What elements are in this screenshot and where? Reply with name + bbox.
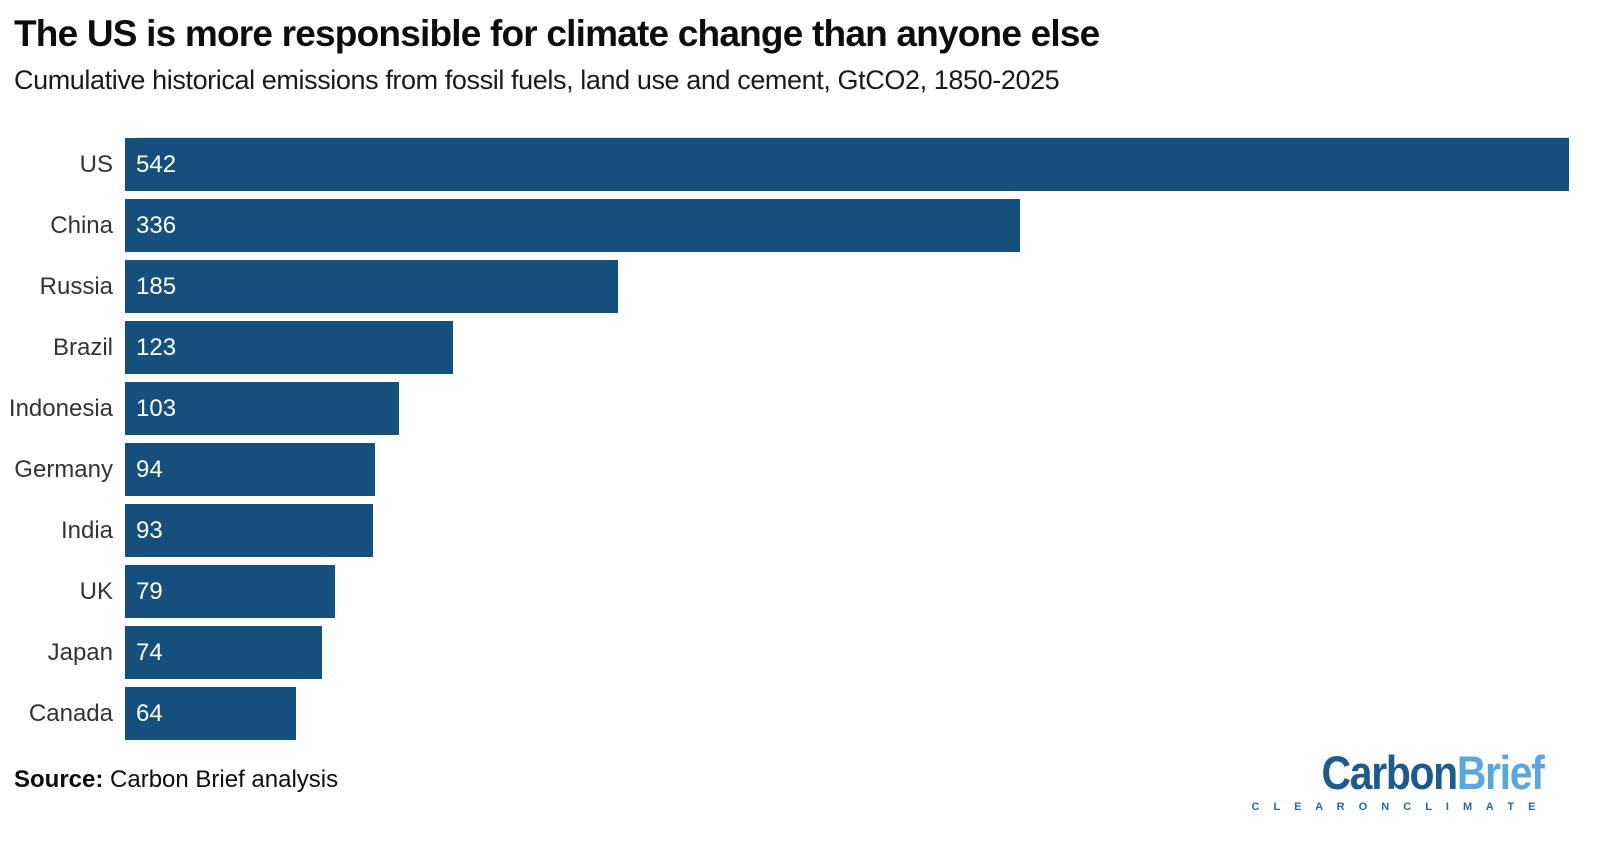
bar-row: Japan 74	[0, 626, 1569, 679]
logo-carbon-text: Carbon	[1321, 746, 1458, 799]
category-label: US	[79, 150, 113, 178]
bar-track: 74	[125, 626, 1569, 679]
bar: 64	[125, 687, 296, 740]
source-line: Source: Carbon Brief analysis	[14, 766, 338, 794]
chart-header: The US is more responsible for climate c…	[0, 0, 1600, 96]
bar-row: India 93	[0, 504, 1569, 557]
value-label: 74	[136, 638, 163, 666]
chart-title: The US is more responsible for climate c…	[14, 13, 1100, 54]
value-label: 123	[136, 333, 177, 361]
bar-row: Indonesia 103	[0, 382, 1569, 435]
carbonbrief-logo-wordmark: CarbonBrief	[1289, 746, 1544, 799]
category-label: Canada	[28, 699, 113, 727]
bar-track: 336	[125, 199, 1569, 252]
bar-row: China 336	[0, 199, 1569, 252]
bar-track: 79	[125, 565, 1569, 618]
bar-track: 185	[125, 260, 1569, 313]
source-text: Carbon Brief analysis	[103, 766, 339, 793]
value-label: 185	[136, 272, 177, 300]
category-label: Germany	[14, 455, 113, 483]
bar-rows-container: US 542 China 336 Russia 185 Brazil 123 Indonesia…	[0, 138, 1569, 740]
bar: 79	[125, 565, 336, 618]
bar: 336	[125, 199, 1021, 252]
category-label: Japan	[47, 638, 113, 666]
bar: 93	[125, 504, 373, 557]
source-label: Source:	[14, 766, 104, 793]
value-label: 64	[136, 699, 163, 727]
category-label: Brazil	[52, 333, 113, 361]
carbonbrief-logo: CarbonBrief C L E A R O N C L I M A T E	[1251, 746, 1545, 814]
bar-chart: US 542 China 336 Russia 185 Brazil 123 Indonesia…	[0, 137, 1569, 740]
bar-row: Germany 94	[0, 443, 1569, 496]
category-label: Russia	[39, 272, 113, 300]
bar-track: 93	[125, 504, 1569, 557]
bar-row: Canada 64	[0, 687, 1569, 740]
plot-top-border	[137, 137, 1569, 138]
bar-track: 103	[125, 382, 1569, 435]
bar-track: 94	[125, 443, 1569, 496]
category-label: Indonesia	[8, 394, 113, 422]
bar-track: 64	[125, 687, 1569, 740]
value-label: 103	[136, 394, 177, 422]
category-label: India	[60, 516, 113, 544]
bar: 123	[125, 321, 453, 374]
value-label: 542	[136, 150, 177, 178]
bar-track: 123	[125, 321, 1569, 374]
value-label: 94	[136, 455, 163, 483]
bar-row: UK 79	[0, 565, 1569, 618]
chart-subtitle: Cumulative historical emissions from fos…	[14, 64, 1060, 95]
value-label: 93	[136, 516, 163, 544]
logo-brief-text: Brief	[1456, 746, 1544, 799]
bar: 103	[125, 382, 400, 435]
value-label: 79	[136, 577, 163, 605]
bar: 185	[125, 260, 618, 313]
bar: 542	[125, 138, 1569, 191]
value-label: 336	[136, 211, 177, 239]
bar: 94	[125, 443, 376, 496]
bar-track: 542	[125, 138, 1569, 191]
category-label: UK	[79, 577, 113, 605]
category-label: China	[50, 211, 113, 239]
bar: 74	[125, 626, 323, 679]
bar-row: Russia 185	[0, 260, 1569, 313]
logo-tagline: C L E A R O N C L I M A T E	[1251, 801, 1541, 814]
bar-row: Brazil 123	[0, 321, 1569, 374]
bar-row: US 542	[0, 138, 1569, 191]
